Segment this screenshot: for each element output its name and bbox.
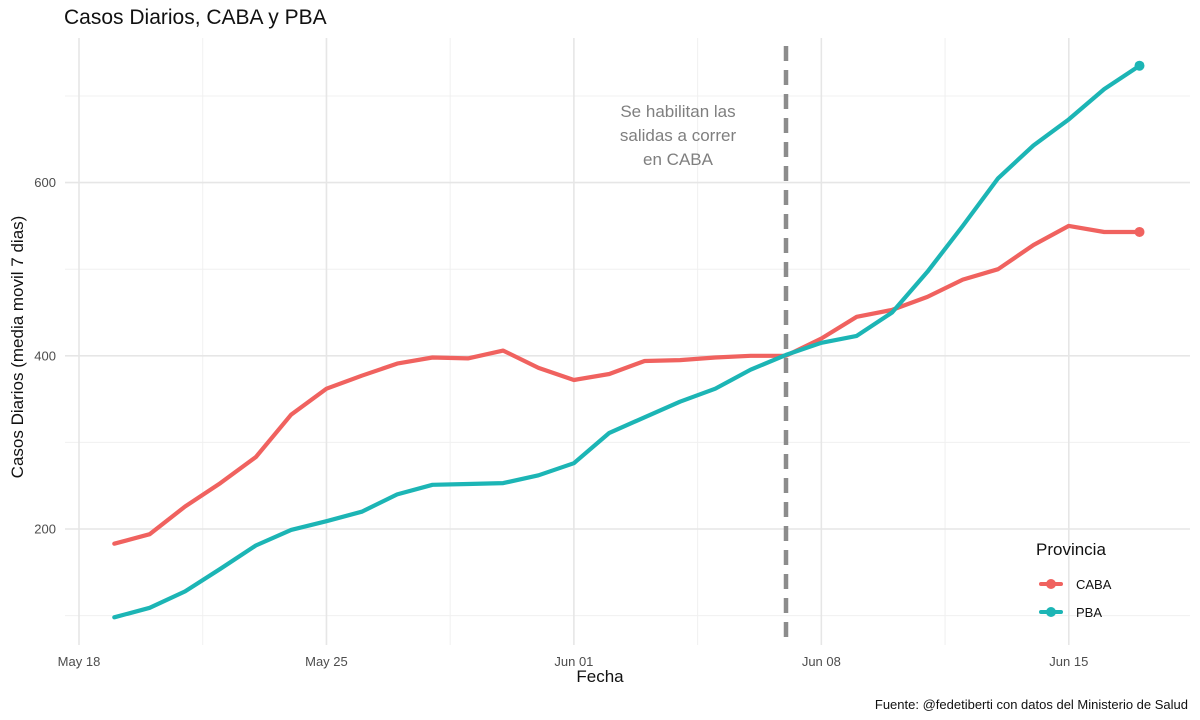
y-axis-label: Casos Diarios (media movil 7 dias)	[8, 215, 27, 479]
legend-dot-caba	[1046, 579, 1056, 589]
chart-title: Casos Diarios, CABA y PBA	[64, 6, 327, 29]
legend-title: Provincia	[1036, 540, 1106, 559]
y-tick-label: 400	[34, 348, 56, 363]
legend-key-pba	[1036, 605, 1066, 619]
legend-item-pba: PBA	[1036, 598, 1111, 626]
x-tick-label: Jun 08	[802, 654, 841, 669]
x-tick-label: Jun 15	[1049, 654, 1088, 669]
x-tick-label: May 18	[58, 654, 101, 669]
series-line-pba	[112, 63, 1142, 620]
legend-item-caba: CABA	[1036, 570, 1111, 598]
series-endpoint-pba	[1134, 60, 1145, 71]
annotation-label: Se habilitan las salidas a correr en CAB…	[619, 102, 737, 169]
legend-key-caba	[1036, 577, 1066, 591]
legend-label-pba: PBA	[1076, 604, 1103, 620]
major-gridlines	[65, 38, 1190, 645]
y-tick-labels: 200 400 600	[34, 175, 56, 536]
series-layer	[112, 60, 1145, 620]
y-tick-label: 200	[34, 522, 56, 537]
series-endpoint-caba	[1134, 226, 1145, 237]
legend-label-caba: CABA	[1076, 576, 1112, 592]
source-caption: Fuente: @fedetiberti con datos del Minis…	[874, 697, 1188, 712]
x-tick-label: May 25	[305, 654, 348, 669]
series-line-caba	[112, 223, 1142, 546]
y-tick-label: 600	[34, 175, 56, 190]
legend: Provincia CABA PBA	[1036, 540, 1111, 626]
x-tick-labels: May 18 May 25 Jun 01 Jun 08 Jun 15	[58, 654, 1089, 669]
legend-dot-pba	[1046, 607, 1056, 617]
minor-gridlines	[65, 38, 1190, 645]
x-axis-label: Fecha	[576, 667, 624, 686]
x-tick-label: Jun 01	[554, 654, 593, 669]
